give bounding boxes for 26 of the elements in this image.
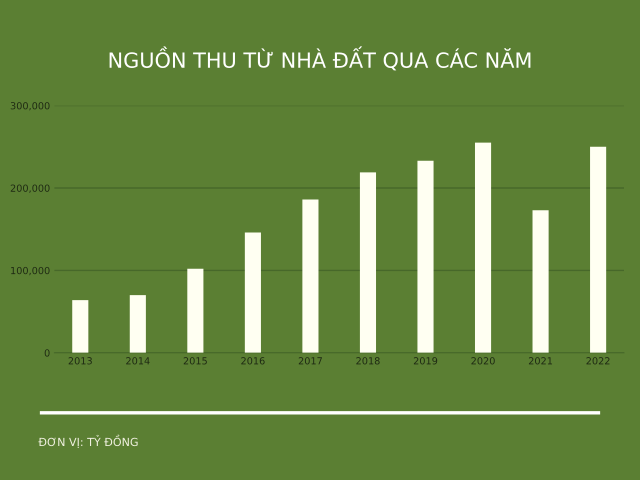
text: ĐƠN VỊ: TỶ ĐỒNG: [38, 434, 138, 448]
x-tick-label: 2013: [68, 357, 92, 364]
y-tick-label: 300,000: [10, 102, 50, 110]
x-tick-label: 2019: [414, 357, 438, 364]
bar: [72, 300, 88, 353]
y-tick-label: 200,000: [10, 184, 50, 193]
bar: [187, 268, 204, 353]
x-tick-label: 2021: [528, 357, 552, 364]
x-tick-label: 2022: [586, 357, 610, 364]
x-tick-label: 2018: [356, 357, 380, 364]
x-tick-label: 2016: [241, 357, 265, 364]
y-tick-label: 100,000: [11, 266, 50, 276]
chart-title: NGUỒN THU TỪ NHÀ ĐẤT QUA CÁC NĂM: [110, 46, 530, 70]
bar: [360, 172, 376, 353]
x-tick-label: 2015: [184, 357, 207, 364]
x-tick-label: 2014: [126, 357, 150, 364]
bar: [302, 200, 318, 353]
x-tick-label: 2020: [471, 357, 495, 364]
bar: [532, 210, 549, 353]
bar: [244, 232, 261, 353]
bar: [590, 146, 606, 353]
x-tick-label: 2017: [298, 357, 322, 364]
bar: [130, 295, 146, 353]
bar: [474, 142, 492, 353]
y-tick-label: 0: [44, 349, 50, 357]
bar: [417, 160, 434, 353]
